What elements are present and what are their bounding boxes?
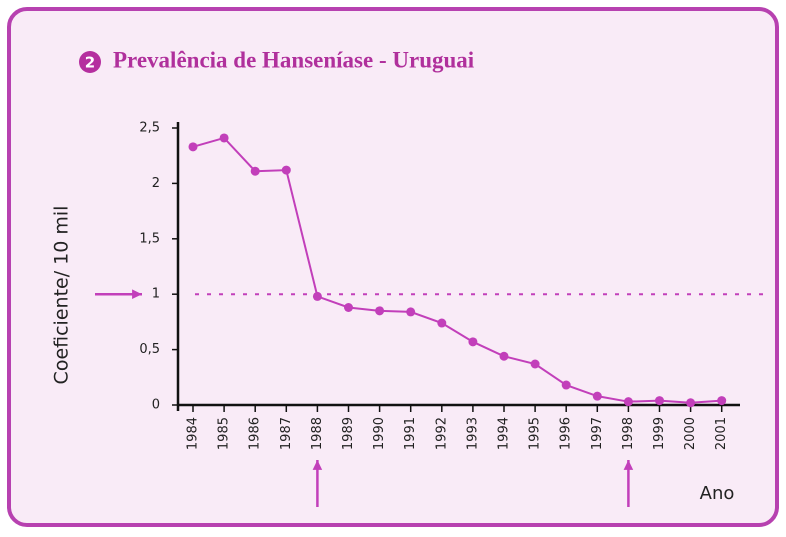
x-axis-label: Ano [700, 483, 735, 504]
x-tick-label: 1995 [528, 417, 543, 450]
arrow-head [623, 460, 634, 470]
badge [79, 51, 101, 73]
x-tick-label: 1998 [621, 417, 636, 450]
data-point [468, 337, 478, 347]
y-tick-label: 0,5 [139, 342, 160, 357]
x-tick-label: 1990 [372, 417, 387, 450]
x-tick-label: 1992 [434, 417, 449, 450]
y-tick-label: 1,5 [139, 231, 160, 246]
arrow-head [312, 460, 323, 470]
data-point [219, 133, 229, 143]
frame [7, 7, 779, 527]
x-tick-label: 2001 [714, 417, 729, 450]
y-tick-label: 2 [152, 176, 160, 191]
data-point [623, 397, 633, 407]
x-tick-label: 1997 [590, 417, 605, 450]
badge-number: 2 [85, 54, 95, 72]
data-point [281, 165, 291, 175]
data-point [406, 307, 416, 317]
data-point [655, 396, 664, 406]
x-tick-label: 1999 [652, 417, 667, 450]
data-point [188, 142, 198, 152]
data-point [530, 359, 540, 369]
x-tick-label: 1993 [465, 417, 480, 450]
x-tick-label: 1987 [279, 417, 294, 450]
data-point [561, 380, 571, 390]
y-tick-label: 2,5 [139, 121, 160, 136]
data-line [192, 136, 722, 404]
x-tick-label: 1986 [248, 417, 263, 450]
data-point [592, 391, 602, 401]
x-tick-label: 1994 [497, 417, 512, 450]
x-tick-label: 1989 [341, 417, 356, 450]
data-point [344, 302, 353, 312]
data-point [312, 291, 322, 301]
chart-title: Prevalência de Hanseníase - Uruguai [113, 47, 475, 72]
data-point [717, 396, 727, 406]
data-point [686, 398, 696, 408]
x-tick-label: 1984 [186, 417, 201, 450]
data-point [375, 306, 385, 316]
y-axis-label: Coeficiente/ 10 mil [51, 206, 73, 385]
y-tick-label: 0 [152, 398, 160, 413]
data-point [499, 351, 509, 361]
arrow-head [132, 289, 142, 299]
x-tick-label: 1985 [217, 417, 232, 450]
data-point [250, 166, 260, 176]
x-tick-label: 2000 [683, 417, 698, 450]
y-tick-label: 1 [152, 287, 160, 302]
x-tick-label: 1988 [310, 417, 325, 450]
data-point [437, 318, 447, 328]
x-tick-label: 1991 [403, 417, 418, 450]
x-tick-label: 1996 [559, 417, 574, 450]
